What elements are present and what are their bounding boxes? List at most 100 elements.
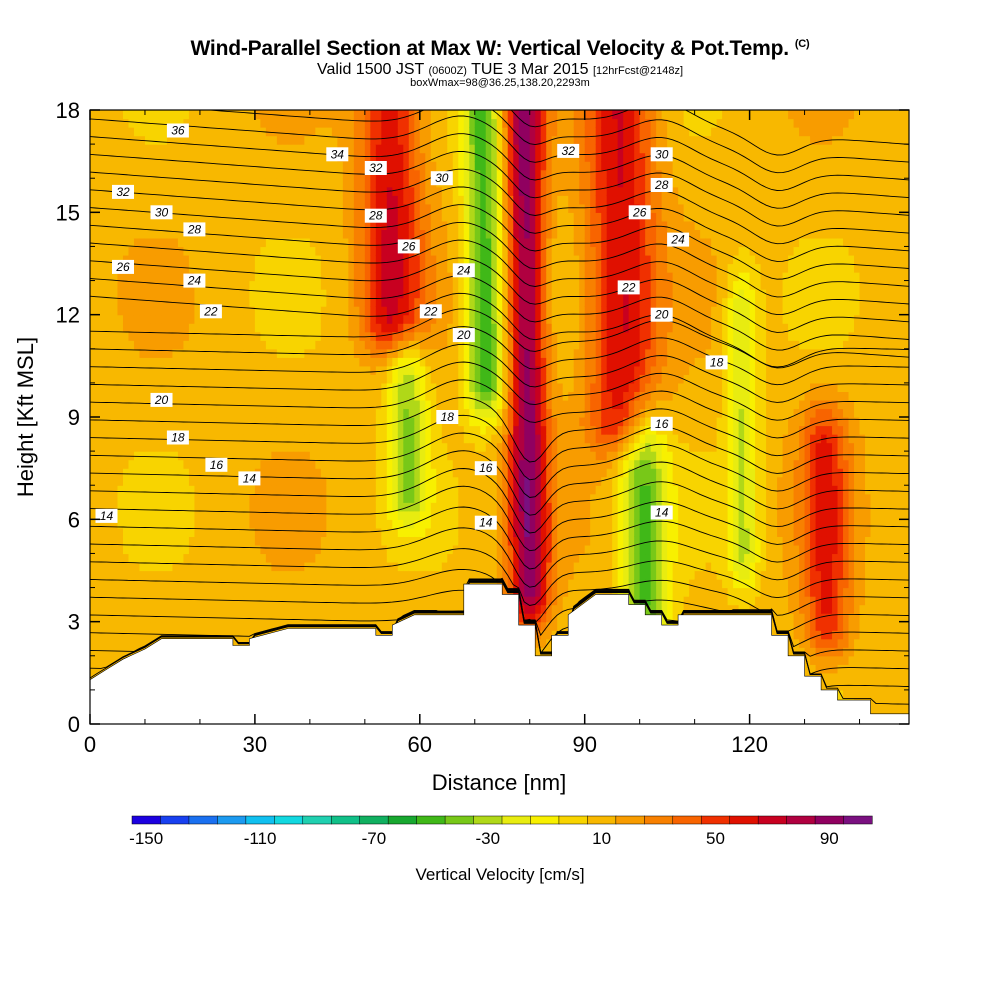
velocity-cell [326, 425, 333, 435]
velocity-cell [320, 152, 327, 162]
velocity-cell [172, 203, 179, 213]
velocity-cell [447, 596, 454, 606]
velocity-cell [260, 604, 267, 614]
velocity-cell [249, 604, 256, 614]
velocity-cell [458, 229, 465, 239]
velocity-cell [95, 664, 102, 674]
velocity-cell [177, 527, 185, 537]
velocity-cell [370, 399, 377, 410]
velocity-cell [386, 519, 393, 529]
velocity-cell [205, 297, 212, 307]
velocity-cell [430, 570, 437, 580]
velocity-cell [95, 527, 102, 537]
velocity-cell [287, 246, 294, 256]
velocity-cell [436, 570, 443, 580]
velocity-cell [271, 374, 278, 384]
velocity-cell [381, 263, 388, 273]
velocity-cell [441, 323, 448, 333]
velocity-cell [425, 178, 432, 188]
velocity-cell [403, 365, 410, 375]
velocity-cell [216, 476, 223, 486]
velocity-cell [144, 203, 152, 213]
velocity-cell [298, 391, 305, 401]
velocity-cell [447, 186, 454, 196]
velocity-cell [425, 297, 432, 307]
velocity-cell [287, 374, 294, 384]
velocity-cell [117, 604, 124, 614]
velocity-cell [315, 144, 322, 154]
velocity-cell [232, 621, 240, 631]
velocity-cell [150, 408, 157, 418]
velocity-cell [260, 434, 267, 444]
velocity-cell [331, 195, 338, 205]
velocity-cell [243, 340, 251, 350]
velocity-cell [249, 442, 256, 452]
velocity-cell [90, 203, 97, 213]
velocity-cell [353, 502, 360, 512]
velocity-cell [337, 519, 344, 529]
velocity-cell [370, 417, 377, 427]
velocity-cell [282, 485, 289, 495]
velocity-cell [100, 613, 108, 623]
velocity-cell [276, 161, 283, 171]
velocity-cell [232, 118, 240, 128]
velocity-cell [287, 510, 294, 520]
velocity-cell [458, 306, 465, 316]
velocity-cell [254, 306, 261, 316]
velocity-cell [331, 442, 338, 452]
velocity-cell [436, 263, 443, 273]
velocity-cell [348, 382, 355, 393]
velocity-cell [342, 135, 349, 145]
velocity-cell [205, 519, 212, 529]
velocity-cell [238, 613, 245, 623]
velocity-cell [95, 434, 102, 444]
velocity-cell [249, 357, 256, 367]
velocity-cell [166, 527, 174, 537]
velocity-cell [260, 144, 267, 154]
velocity-cell [375, 297, 382, 307]
velocity-cell [106, 425, 113, 435]
velocity-cell [320, 195, 327, 205]
velocity-cell [139, 323, 146, 333]
velocity-cell [320, 374, 327, 384]
velocity-cell [90, 331, 97, 341]
velocity-cell [419, 203, 426, 213]
velocity-cell [419, 161, 426, 171]
velocity-cell [166, 263, 174, 273]
velocity-cell [320, 459, 327, 469]
velocity-cell [95, 493, 102, 503]
velocity-cell [408, 587, 415, 597]
velocity-cell [205, 365, 212, 375]
velocity-cell [359, 519, 366, 529]
velocity-cell [166, 425, 174, 435]
velocity-cell [320, 110, 327, 120]
velocity-cell [430, 272, 437, 282]
velocity-cell [337, 229, 344, 239]
velocity-cell [447, 263, 454, 273]
velocity-cell [90, 118, 97, 128]
velocity-cell [386, 417, 393, 427]
velocity-cell [128, 348, 135, 358]
velocity-cell [381, 144, 388, 154]
velocity-cell [254, 442, 261, 452]
velocity-cell [95, 152, 102, 162]
velocity-cell [90, 246, 97, 256]
velocity-cell [122, 485, 130, 495]
velocity-cell [441, 152, 448, 162]
velocity-cell [386, 161, 393, 171]
velocity-cell [177, 178, 185, 188]
velocity-cell [210, 169, 218, 179]
velocity-cell [408, 203, 415, 213]
velocity-cell [419, 485, 426, 495]
velocity-cell [249, 306, 256, 316]
velocity-cell [90, 655, 97, 665]
velocity-cell [128, 254, 135, 265]
velocity-cell [441, 451, 448, 461]
velocity-cell [238, 186, 245, 196]
velocity-cell [463, 323, 470, 333]
velocity-cell [183, 340, 190, 350]
velocity-cell [155, 382, 163, 393]
velocity-cell [221, 493, 229, 503]
velocity-cell [381, 365, 388, 375]
velocity-cell [458, 527, 465, 537]
